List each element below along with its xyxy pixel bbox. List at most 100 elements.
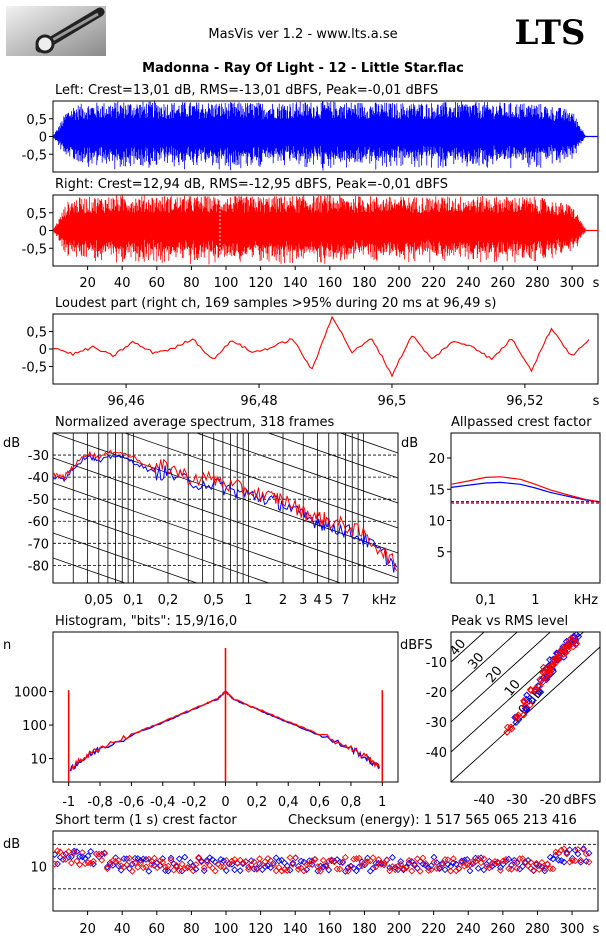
histogram-xtick-label: -0,8	[87, 795, 112, 810]
short-term-point-right	[117, 862, 125, 870]
loudest-ytick-label: 0	[39, 343, 47, 358]
loudest-x-unit: s	[593, 394, 600, 409]
loudest-signal	[53, 315, 590, 378]
short-term-point-left	[458, 857, 466, 865]
short-term-point-right	[566, 858, 574, 866]
short-term-point-left	[466, 867, 474, 875]
short-term-point-right	[92, 850, 100, 858]
histogram-xtick-label: -0,2	[181, 795, 206, 810]
short-term-point-right	[350, 855, 358, 863]
short-term-point-right	[73, 857, 81, 865]
short-term-point-left	[460, 856, 468, 864]
short-term-point-right	[98, 856, 106, 864]
short-term-point-left	[541, 867, 549, 875]
checksum-label: Checksum (energy): 1 517 565 065 213 416	[288, 813, 577, 828]
peak-rms-point-right	[544, 664, 552, 672]
short-term-point-left	[145, 867, 153, 875]
peak-rms-xtick-label: -40	[473, 793, 494, 808]
short-term-point-right	[314, 863, 322, 871]
short-term-point-left	[236, 867, 244, 875]
right-waveform-xtick-label: 60	[149, 276, 166, 291]
right-waveform-ytick-label: 0	[39, 225, 47, 240]
short-term-point-right	[59, 851, 67, 859]
short-term-point-left	[336, 858, 344, 866]
short-term-xtick-label: 240	[456, 922, 481, 937]
peak-rms-point-right	[565, 642, 573, 650]
short-term-point-left	[582, 857, 590, 865]
short-term-point-right	[546, 865, 554, 873]
short-term-point-right	[189, 867, 197, 875]
app-title: MasVis ver 1.2 - www.lts.a.se	[208, 27, 397, 42]
histogram-xtick-label: 0	[221, 795, 229, 810]
short-term-point-right	[250, 858, 258, 866]
short-term-point-right	[494, 859, 502, 867]
peak-rms-point-right	[535, 682, 544, 690]
right-waveform-xtick-label: 40	[114, 276, 131, 291]
spectrum-slope-line	[53, 507, 270, 583]
histogram-xtick-label: -0,4	[150, 795, 175, 810]
short-term-point-right	[322, 863, 330, 871]
short-term-point-right	[582, 850, 590, 858]
short-term-ytick-label: 10	[30, 861, 47, 876]
short-term-point-right	[391, 866, 399, 874]
short-term-point-right	[530, 866, 538, 874]
right-waveform-xtick-label: 160	[317, 276, 342, 291]
short-term-point-right	[283, 867, 291, 874]
right-waveform-xtick-label: 80	[183, 276, 200, 291]
short-term-point-right	[128, 867, 136, 875]
short-term-point-right	[483, 863, 491, 871]
right-waveform-title: Right: Crest=12,94 dB, RMS=-12,95 dBFS, …	[55, 177, 448, 192]
spectrum-xtick-label: 0,1	[123, 593, 144, 608]
short-term-point-right	[411, 860, 419, 868]
short-term-point-left	[175, 855, 183, 863]
short-term-point-left	[532, 861, 540, 869]
short-term-point-right	[463, 861, 471, 869]
short-term-xtick-label: 280	[525, 922, 550, 937]
plot-layer: 0,50-0,50,50-0,520 40 60 80 100 120 140 160 180 2…	[14, 100, 601, 937]
short-term-point-right	[408, 867, 416, 875]
short-term-point-right	[156, 857, 164, 865]
peak-rms-point-right	[507, 723, 515, 731]
short-term-point-right	[552, 848, 560, 856]
short-term-point-left	[447, 862, 455, 870]
crest-series-right	[451, 476, 600, 503]
short-term-point-right	[333, 865, 341, 873]
short-term-point-left	[245, 863, 252, 871]
short-term-point-left	[546, 853, 554, 861]
histogram-xtick-label: 0,4	[278, 795, 299, 810]
short-term-point-left	[222, 867, 230, 875]
peak-rms-point-right	[556, 652, 564, 660]
spectrum-xtick-label: 1	[244, 593, 252, 608]
short-term-point-right	[54, 847, 61, 855]
short-term-point-right	[184, 864, 192, 871]
left-waveform-signal	[53, 101, 587, 171]
short-term-point-left	[549, 855, 557, 863]
peak-rms-point-left	[574, 632, 583, 641]
short-term-point-left	[425, 864, 432, 872]
short-term-point-right	[70, 849, 78, 857]
peak-rms-xtick-label: -30	[507, 793, 528, 808]
spectrum-xtick-label: 3	[299, 593, 307, 608]
short-term-point-left	[322, 861, 330, 869]
histogram-y-unit: n	[3, 638, 11, 653]
crest-y-unit: dB	[401, 436, 418, 451]
short-term-point-right	[142, 863, 150, 871]
short-term-point-right	[508, 865, 515, 873]
peak-rms-point-left	[536, 688, 545, 696]
spectrum-xtick-label: 2	[279, 593, 287, 608]
right-waveform-trace	[53, 195, 598, 265]
histogram-xtick-label: 1	[378, 795, 386, 810]
peak-rms-point-right	[546, 665, 555, 674]
spectrum-series-right	[53, 449, 398, 571]
histogram-ytick-label: 10	[30, 753, 47, 768]
spectrum-x-unit: kHz	[372, 593, 396, 608]
short-term-point-right	[458, 858, 466, 866]
short-term-point-right	[460, 862, 468, 870]
short-term-point-right	[577, 856, 585, 864]
short-term-point-left	[397, 857, 405, 865]
spectrum-slope-line	[53, 433, 398, 554]
short-term-point-right	[256, 855, 264, 863]
loudest-frame	[52, 313, 599, 385]
short-term-point-right	[524, 862, 532, 870]
peak-rms-ytick-label: -40	[426, 746, 447, 761]
